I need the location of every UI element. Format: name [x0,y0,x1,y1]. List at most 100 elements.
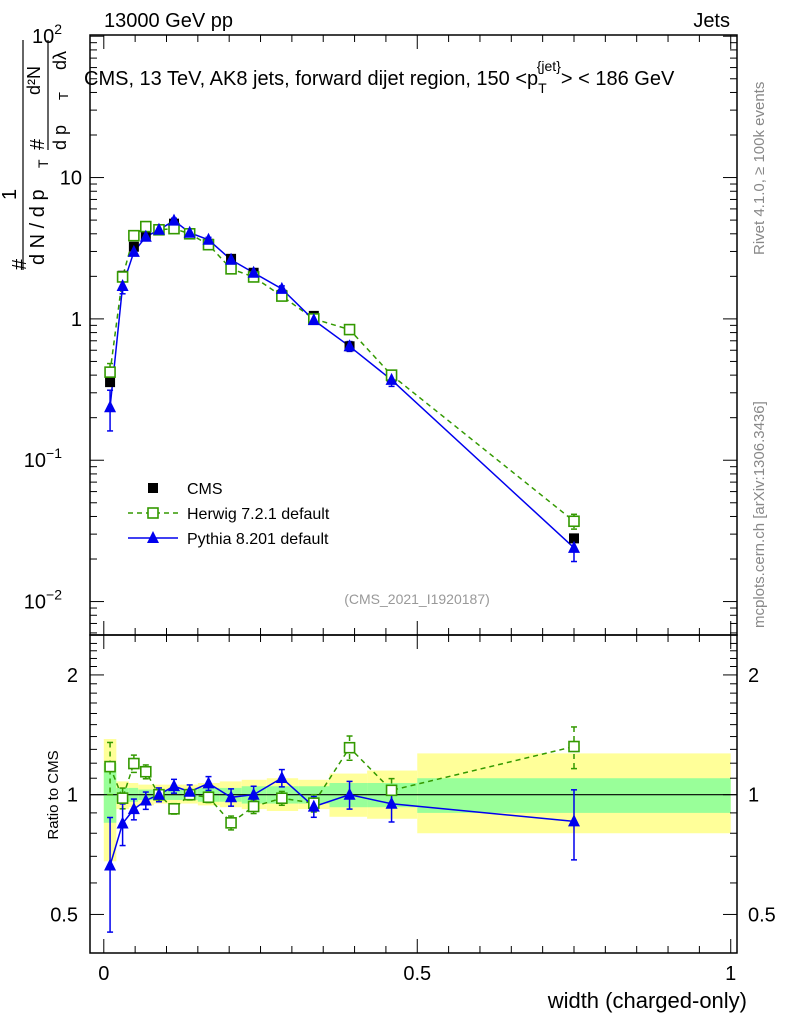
y-tick-base: 10 [32,26,54,48]
herwig-point [225,263,237,275]
cms-point [105,377,116,388]
title-end: > < 186 GeV [561,68,675,90]
ratio-y-tick-label-right: 0.5 [748,904,776,926]
pythia-ratio-point [168,779,181,792]
y-label-T: T [35,159,51,168]
chart-title: CMS, 13 TeV, AK8 jets, forward dijet reg… [84,58,675,96]
y-axis-label: #1 d N / d p T # d²N d p Tdλ [0,40,71,270]
pythia-point [139,229,152,242]
pythia-point [168,213,181,226]
y-tick-label: 1 [71,309,82,331]
ratio-frame [89,634,738,954]
x-tick-label: 0 [98,963,109,985]
pythia-point [307,313,320,326]
y-tick-exponent: −1 [46,445,62,461]
pythia-point [275,281,288,294]
y-tick-base: 10 [24,592,46,614]
pythia-point [152,222,165,235]
ratio-band-inner [103,763,117,823]
y-label-hash: # [9,258,31,270]
y-label-one: 1 [0,189,21,200]
herwig-line [109,225,575,522]
mcplots-label: mcplots.cern.ch [arXiv:1306.3436] [751,401,768,628]
title-sup: {jet} [537,58,561,74]
y-tick-label: 10 [60,168,82,190]
herwig-point [568,515,580,528]
herwig-ratio-point [343,741,356,754]
pythia-ratio-point [183,784,196,797]
pythia-line [109,219,575,549]
y-tick-label: 10−2 [24,587,62,614]
energy-label: 13000 GeV pp [104,10,233,32]
herwig-ratio-point [104,760,116,773]
ratio-y-tick-label: 2 [67,665,78,687]
y-tick-base: 10 [60,168,82,190]
pythia-point [567,540,580,553]
rivet-version-label: Rivet 4.1.0, ≥ 100k events [751,82,768,255]
pythia-ratio-point [343,787,356,800]
pythia-point [225,252,238,265]
pythia-point [183,225,196,238]
y-label-dlambda: dλ [50,51,70,70]
pythia-point [343,339,356,352]
pythia-ratio-point [139,793,152,806]
herwig-point [128,229,140,242]
legend-label-pythia: Pythia 8.201 default [187,531,329,548]
process-label: Jets [693,10,730,32]
ratio-y-tick-label: 0.5 [50,904,78,926]
herwig-point [104,366,116,378]
pythia-ratio-point [225,790,238,803]
herwig-ratio-point [568,740,580,753]
pythia-point [127,244,140,257]
pythia-ratio-point [385,796,398,809]
y-label-den: d N / d p [27,189,49,265]
y-tick-base: 1 [71,309,82,331]
y-tick-label: 10−1 [24,445,62,472]
ratio-y-axis-label: Ratio to CMS [45,750,62,839]
pythia-ratio-point [127,802,140,815]
herwig-point [343,323,356,336]
y-label-hash2: # [27,138,49,150]
cms-point [568,533,579,544]
y-label-T2: T [56,92,71,100]
pythia-ratio-point [307,799,320,812]
analysis-tag: (CMS_2021_I1920187) [344,591,490,607]
legend-marker-cms [148,483,158,493]
x-tick-label: 1 [725,963,736,985]
herwig-ratio-point [385,784,398,797]
pythia-ratio-point [116,816,129,829]
herwig-ratio-point [225,817,237,829]
ratio-y-tick-label-right: 2 [748,665,759,687]
legend-label-cms: CMS [187,481,223,498]
x-axis-label: width (charged-only) [547,988,747,1013]
pythia-ratio-point [275,771,288,784]
y-tick-exponent: −2 [46,587,62,603]
herwig-ratio-point [276,792,288,805]
y-label-num2: d p [50,125,70,150]
pythia-point [247,265,260,278]
pythia-point [202,232,215,245]
herwig-ratio-point [168,802,180,815]
pythia-ratio-point [202,776,215,789]
legend-label-herwig: Herwig 7.2.1 default [187,506,330,523]
y-label-num: d²N [24,66,44,95]
y-tick-exponent: 2 [54,21,62,37]
herwig-ratio-point [139,765,152,778]
pythia-point [116,278,129,291]
ratio-y-tick-label-right: 1 [748,785,759,807]
y-tick-label: 102 [32,21,62,48]
legend-marker-herwig [147,507,159,519]
herwig-ratio-point [202,791,215,804]
pythia-point [104,400,117,413]
pythia-ratio-point [104,858,117,871]
pythia-point [385,372,398,385]
x-tick-label: 0.5 [403,963,431,985]
pythia-ratio-point [152,787,165,800]
pythia-ratio-point [247,787,260,800]
title-main: CMS, 13 TeV, AK8 jets, forward dijet reg… [84,68,538,90]
legend-marker-pythia [147,531,159,543]
herwig-ratio-point [247,800,260,813]
ratio-y-tick-label: 1 [67,785,78,807]
